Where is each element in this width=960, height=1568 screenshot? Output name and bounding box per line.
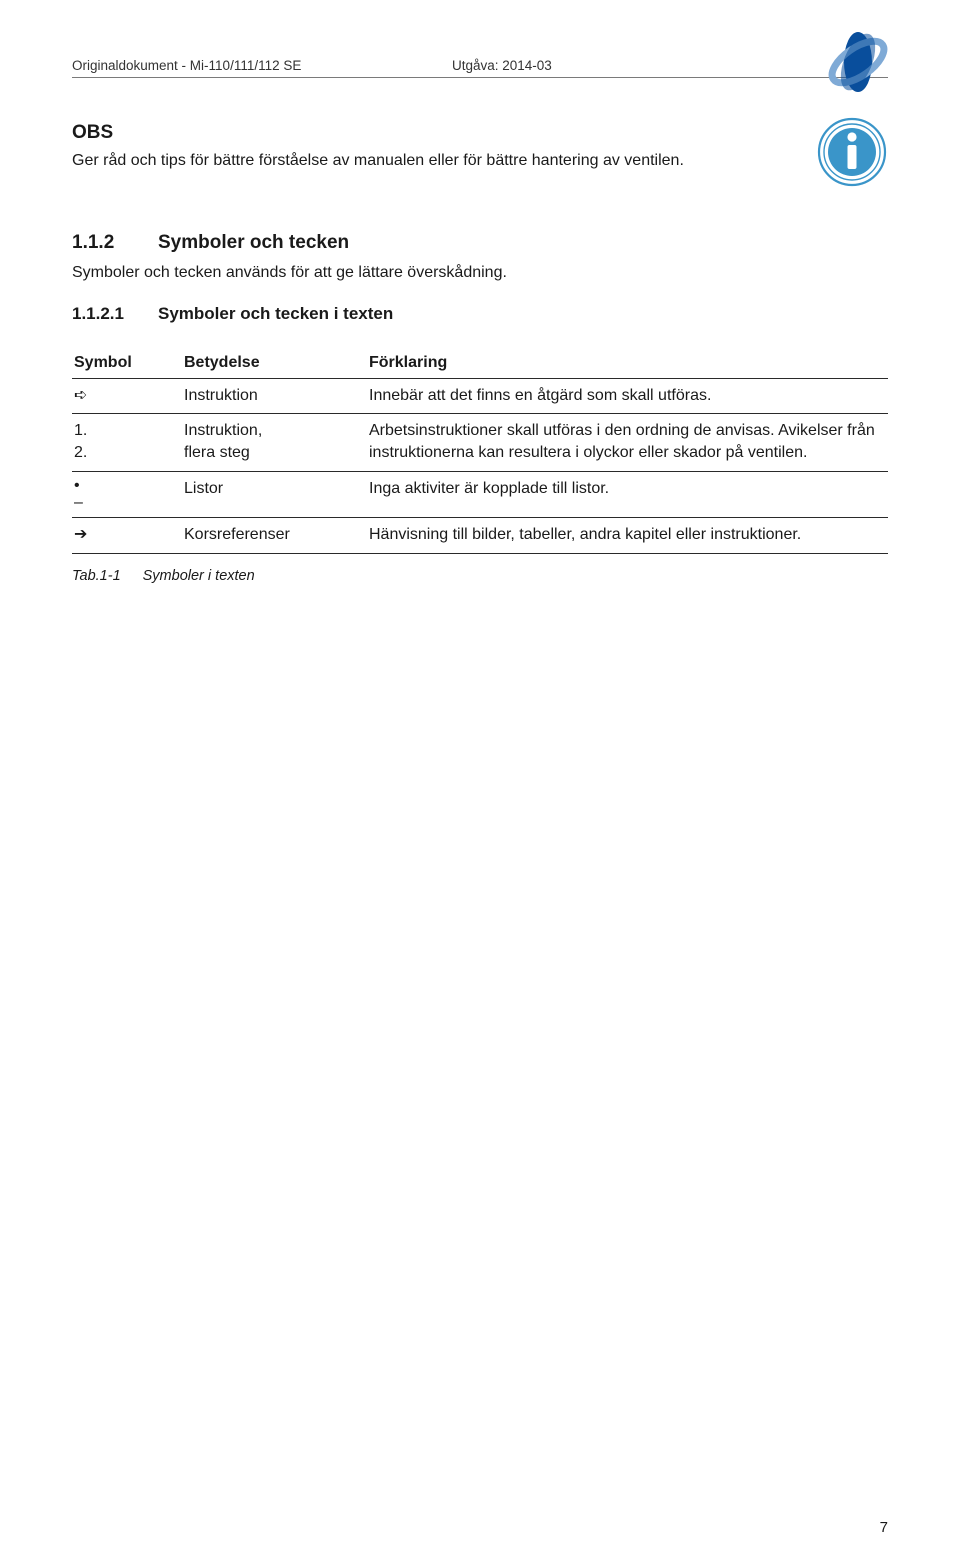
- info-icon: [816, 116, 888, 193]
- table-row: 1. 2. Instruktion, flera steg Arbetsinst…: [72, 413, 888, 471]
- section-title-112: Symboler och tecken: [158, 232, 349, 254]
- table-row: ➪ Instruktion Innebär att det finns en å…: [72, 378, 888, 413]
- th-explanation: Förklaring: [367, 350, 888, 379]
- meaning-cell: Instruktion: [182, 378, 367, 413]
- table-row: • – Listor Inga aktiviter är kopplade ti…: [72, 471, 888, 518]
- doc-id: Originaldokument - Mi-110/111/112 SE: [72, 58, 452, 73]
- obs-text: Ger råd och tips för bättre förståelse a…: [72, 150, 712, 172]
- symbols-table: Symbol Betydelse Förklaring ➪ Instruktio…: [72, 350, 888, 554]
- symbol-crossref-icon: ➔: [72, 518, 182, 553]
- table-row: ➔ Korsreferenser Hänvisning till bilder,…: [72, 518, 888, 553]
- table-caption-label: Tab.1-1: [72, 568, 121, 584]
- symbol-instruction-icon: ➪: [72, 378, 182, 413]
- logo-icon: [828, 28, 888, 101]
- page-number: 7: [880, 1519, 888, 1536]
- th-meaning: Betydelse: [182, 350, 367, 379]
- explanation-cell: Hänvisning till bilder, tabeller, andra …: [367, 518, 888, 553]
- th-symbol: Symbol: [72, 350, 182, 379]
- section-title-1121: Symboler och tecken i texten: [158, 304, 393, 324]
- explanation-cell: Innebär att det finns en åtgärd som skal…: [367, 378, 888, 413]
- explanation-cell: Inga aktiviter är kopplade till listor.: [367, 471, 888, 518]
- edition: Utgåva: 2014-03: [452, 58, 552, 73]
- table-caption-text: Symboler i texten: [143, 568, 255, 584]
- explanation-cell: Arbetsinstruktioner skall utföras i den …: [367, 413, 888, 471]
- meaning-cell: Listor: [182, 471, 367, 518]
- symbol-list-icon: • –: [72, 471, 182, 518]
- section-text-112: Symboler och tecken används för att ge l…: [72, 264, 888, 282]
- symbol-steps-icon: 1. 2.: [72, 413, 182, 471]
- meaning-cell: Instruktion, flera steg: [182, 413, 367, 471]
- section-number-112: 1.1.2: [72, 232, 134, 254]
- obs-heading: OBS: [72, 122, 888, 144]
- meaning-cell: Korsreferenser: [182, 518, 367, 553]
- section-number-1121: 1.1.2.1: [72, 304, 134, 324]
